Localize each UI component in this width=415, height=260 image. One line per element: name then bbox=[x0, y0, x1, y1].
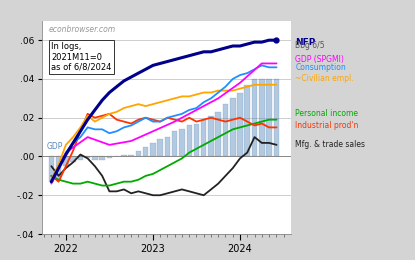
Text: GDP: GDP bbox=[47, 142, 63, 151]
Bar bbox=[107, 157, 112, 158]
Bar bbox=[237, 93, 243, 157]
Bar bbox=[223, 104, 228, 157]
Text: ~Civilian empl.: ~Civilian empl. bbox=[295, 74, 354, 83]
Bar bbox=[100, 157, 105, 160]
Bar bbox=[143, 147, 149, 157]
Bar bbox=[165, 137, 170, 157]
Text: Industrial prod'n: Industrial prod'n bbox=[295, 121, 359, 130]
Bar bbox=[172, 131, 178, 157]
Text: NFP: NFP bbox=[295, 38, 316, 47]
Bar bbox=[71, 157, 76, 162]
Bar bbox=[92, 157, 98, 160]
Bar bbox=[186, 126, 192, 157]
Bar bbox=[63, 157, 68, 166]
Text: econbrowser.com: econbrowser.com bbox=[49, 25, 116, 34]
Bar bbox=[208, 116, 214, 157]
Text: Mfg. & trade sales: Mfg. & trade sales bbox=[295, 140, 366, 149]
Bar bbox=[215, 112, 221, 157]
Bar bbox=[85, 157, 90, 158]
Bar bbox=[230, 98, 236, 157]
Bar bbox=[150, 143, 156, 157]
Bar bbox=[49, 157, 54, 182]
Bar bbox=[274, 79, 279, 157]
Bar bbox=[136, 151, 141, 157]
Text: In logs,
2021M11=0
as of 6/8/2024: In logs, 2021M11=0 as of 6/8/2024 bbox=[51, 42, 112, 72]
Bar bbox=[252, 79, 257, 157]
Bar bbox=[121, 154, 127, 157]
Bar bbox=[259, 79, 264, 157]
Bar bbox=[157, 139, 163, 157]
Text: Personal income: Personal income bbox=[295, 109, 359, 118]
Bar bbox=[194, 124, 199, 157]
Bar bbox=[56, 157, 61, 180]
Bar bbox=[179, 129, 185, 157]
Text: GDP (SPGMI): GDP (SPGMI) bbox=[295, 55, 344, 64]
Bar bbox=[128, 154, 134, 157]
Bar bbox=[78, 157, 83, 160]
Bar bbox=[201, 120, 206, 157]
Bar bbox=[266, 79, 272, 157]
Text: Bbg 6/5: Bbg 6/5 bbox=[295, 42, 325, 50]
Bar bbox=[244, 85, 250, 157]
Text: Consumption: Consumption bbox=[295, 63, 346, 72]
